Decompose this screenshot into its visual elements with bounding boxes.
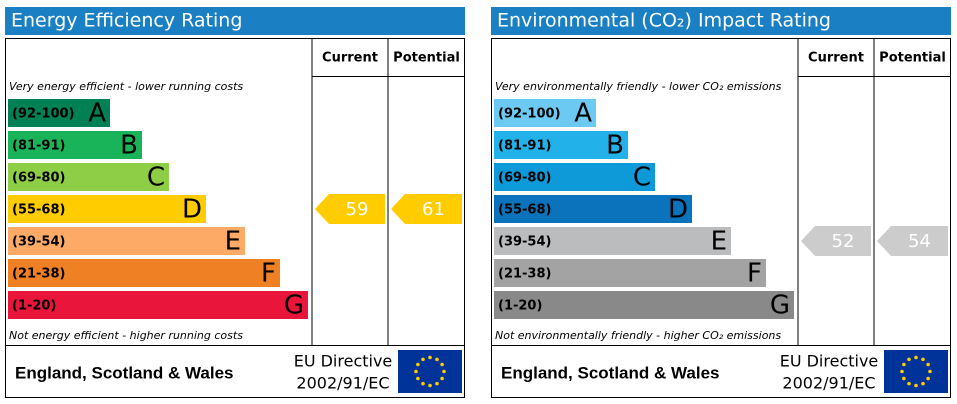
eu-star <box>902 362 906 367</box>
band-letter: D <box>182 195 202 225</box>
band-letter: G <box>770 291 790 321</box>
eu-star <box>928 369 932 374</box>
rating-band <box>8 195 206 223</box>
rating-arrow <box>877 226 948 256</box>
column-header: Current <box>808 51 864 66</box>
band-range: (92-100) <box>498 107 561 122</box>
band-letter: F <box>261 259 276 289</box>
panel-frame <box>491 38 951 398</box>
rating-band <box>494 99 596 127</box>
eu-star <box>914 383 918 388</box>
band-range: (55-68) <box>12 203 65 218</box>
band-letter: F <box>747 259 762 289</box>
rating-band <box>8 163 169 191</box>
rating-band <box>494 291 794 319</box>
rating-band <box>8 259 280 287</box>
band-letter: G <box>284 291 304 321</box>
band-range: (92-100) <box>12 107 75 122</box>
rating-value: 52 <box>832 231 855 252</box>
rating-band <box>8 99 110 127</box>
eu-star <box>900 369 904 374</box>
band-range: (1-20) <box>498 299 542 314</box>
column-header: Potential <box>393 51 460 66</box>
eu-star <box>416 376 420 381</box>
eu-star <box>435 381 439 386</box>
eu-star <box>421 357 425 362</box>
eu-star <box>428 383 432 388</box>
rating-band <box>494 195 692 223</box>
rating-band <box>8 227 245 255</box>
band-range: (21-38) <box>12 267 65 282</box>
band-range: (69-80) <box>498 171 551 186</box>
eu-star <box>440 376 444 381</box>
band-letter: E <box>225 227 241 257</box>
rating-arrow <box>315 194 385 224</box>
column-header: Current <box>322 51 378 66</box>
rating-value: 61 <box>422 199 445 220</box>
band-range: (39-54) <box>12 235 65 250</box>
eu-star <box>926 362 930 367</box>
bottom-note: Not energy efficient - higher running co… <box>9 329 243 342</box>
eu-star <box>440 362 444 367</box>
eu-star <box>921 381 925 386</box>
rating-band <box>8 131 142 159</box>
eu-star <box>902 376 906 381</box>
eu-star <box>421 381 425 386</box>
eu-star <box>416 362 420 367</box>
directive: 2002/91/EC <box>782 374 875 393</box>
eu-star <box>428 355 432 360</box>
directive: EU Directive <box>294 352 393 371</box>
rating-band <box>494 227 731 255</box>
band-letter: A <box>88 99 106 129</box>
eu-star <box>926 376 930 381</box>
eu-star <box>414 369 418 374</box>
band-letter: A <box>574 99 592 129</box>
panel-title: Energy Efficiency Rating <box>11 10 242 32</box>
eu-star <box>442 369 446 374</box>
band-letter: E <box>711 227 727 257</box>
rating-arrow <box>391 194 462 224</box>
rating-arrow <box>801 226 871 256</box>
eu-star <box>907 357 911 362</box>
band-range: (81-91) <box>498 139 551 154</box>
panel-frame <box>5 38 465 398</box>
title-bar <box>491 7 951 35</box>
eu-star <box>907 381 911 386</box>
directive: 2002/91/EC <box>296 374 389 393</box>
rating-band <box>8 291 308 319</box>
rating-band <box>494 259 766 287</box>
rating-band <box>494 131 628 159</box>
footer-region: England, Scotland & Wales <box>15 363 234 382</box>
band-range: (39-54) <box>498 235 551 250</box>
rating-value: 54 <box>908 231 931 252</box>
bottom-note: Not environmentally friendly - higher CO… <box>495 329 781 342</box>
band-letter: B <box>120 131 138 161</box>
band-range: (81-91) <box>12 139 65 154</box>
eu-star <box>921 357 925 362</box>
footer-region: England, Scotland & Wales <box>501 363 720 382</box>
column-header: Potential <box>879 51 946 66</box>
rating-band <box>494 163 655 191</box>
band-letter: C <box>633 163 651 193</box>
rating-value: 59 <box>346 199 369 220</box>
band-letter: B <box>606 131 624 161</box>
panel-title: Environmental (CO₂) Impact Rating <box>497 10 831 32</box>
band-letter: C <box>147 163 165 193</box>
band-range: (69-80) <box>12 171 65 186</box>
top-note: Very energy efficient - lower running co… <box>9 80 243 93</box>
top-note: Very environmentally friendly - lower CO… <box>495 80 782 93</box>
band-range: (55-68) <box>498 203 551 218</box>
title-bar <box>5 7 465 35</box>
band-range: (1-20) <box>12 299 56 314</box>
directive: EU Directive <box>780 352 879 371</box>
band-letter: D <box>668 195 688 225</box>
eu-star <box>914 355 918 360</box>
band-range: (21-38) <box>498 267 551 282</box>
eu-star <box>435 357 439 362</box>
